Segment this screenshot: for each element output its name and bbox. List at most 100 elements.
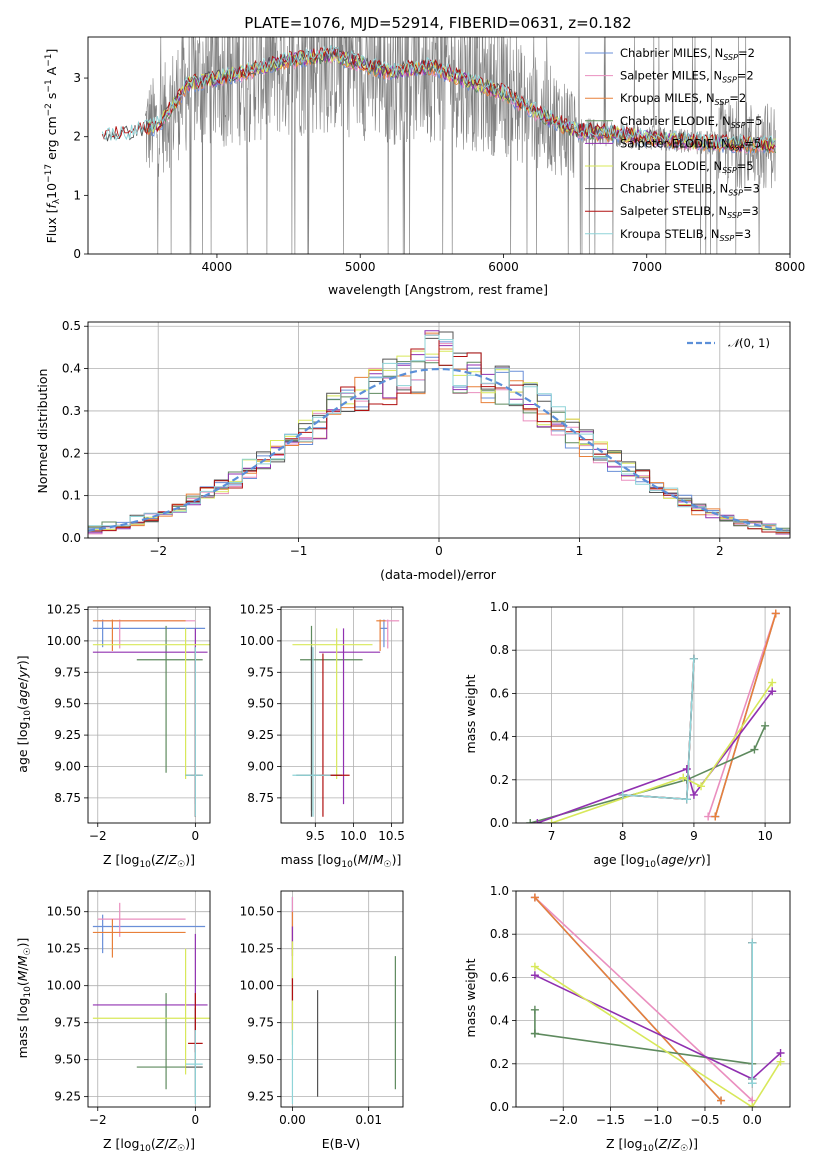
- y-tick-label: 0.8: [490, 927, 509, 941]
- y-tick-label: 0.4: [490, 730, 509, 744]
- y-tick-label: 10.25: [240, 942, 274, 956]
- y-tick-label: 1.0: [490, 600, 509, 614]
- y-tick-label: 9.25: [54, 728, 81, 742]
- y-tick-label: 9.25: [247, 1090, 274, 1104]
- x-tick-label: −2: [89, 1113, 107, 1127]
- plot-area: [291, 896, 396, 1105]
- y-tick-label: 8.75: [247, 791, 274, 805]
- ticks: 0.00 0.01 9.25 9.50 9.75 10.00 10.25 10.50: [240, 905, 382, 1127]
- marker-salpeter_elodie: [768, 687, 777, 696]
- legend-label-kroupa_stelib: Kroupa STELIB, NSSP=3: [620, 227, 751, 243]
- legend-label-kroupa_miles: Kroupa MILES, NSSP=2: [620, 91, 746, 107]
- y-tick-label: 0.5: [62, 319, 81, 333]
- series-line-salpeter_miles: [707, 613, 777, 817]
- legend-label-kroupa_elodie: Kroupa ELODIE, NSSP=5: [620, 159, 754, 175]
- x-tick-label: 8: [619, 829, 627, 843]
- y-tick-label: 9.25: [247, 728, 274, 742]
- y-tick-label: 1: [73, 188, 81, 202]
- x-tick-label: 0.0: [743, 1113, 762, 1127]
- mass-vs-Z-xlabel: Z [log10(Z/Z☉)]: [103, 1136, 195, 1154]
- x-tick-label: 0: [192, 1113, 200, 1127]
- y-tick-label: 0.2: [490, 1057, 509, 1071]
- mass-vs-EBV-plot: 0.00 0.01 9.25 9.50 9.75 10.00 10.25 10.50: [240, 890, 404, 1127]
- series-line-kroupa_elodie: [534, 965, 782, 1107]
- spectrum-ylabel: Flux [fλ10−17 erg cm−2 s−1 A−1]: [44, 49, 62, 244]
- marker-kroupa_elodie: [679, 773, 688, 782]
- age-vs-Z-xlabel: Z [log10(Z/Z☉)]: [103, 852, 195, 870]
- ticks: 9.5 10.0 10.5 8.75 9.00 9.25 9.50 9.75 10.00 10.2…: [240, 603, 405, 843]
- y-tick-label: 9.75: [54, 665, 81, 679]
- marker-kroupa_elodie: [697, 782, 706, 791]
- ticks: −2.0 −1.5 −1.0 −0.5 0.0 0.0 0.2 0.4 0.6 0.8 1.0: [490, 884, 762, 1127]
- y-tick-label: 0.0: [62, 531, 81, 545]
- y-tick-label: 0.1: [62, 489, 81, 503]
- y-tick-label: 9.00: [247, 759, 274, 773]
- x-tick-label: 2: [716, 544, 724, 558]
- x-tick-label: 1: [576, 544, 584, 558]
- residuals-legend: 𝒩(0, 1): [687, 336, 770, 350]
- weight-vs-age-plot: 7 8 9 10 0.0 0.2 0.4 0.6 0.8 1.0: [490, 600, 791, 843]
- weight-vs-age-ylabel: mass weight: [463, 674, 478, 753]
- x-tick-label: −0.5: [690, 1113, 719, 1127]
- marker-salpeter_elodie: [530, 971, 539, 980]
- x-tick-label: 5000: [345, 260, 376, 274]
- series-line-chabrier_elodie: [529, 725, 766, 823]
- y-tick-label: 9.75: [247, 665, 274, 679]
- age-vs-Z-ylabel: age [log10(age/yr)]: [15, 655, 33, 772]
- model-spectrum-salpeter_elodie: [147, 47, 776, 153]
- marker-salpeter_elodie: [776, 1049, 785, 1057]
- marker-chabrier_elodie: [526, 819, 535, 823]
- spectrum-xlabel: wavelength [Angstrom, rest frame]: [328, 282, 548, 297]
- y-tick-label: 0.0: [490, 816, 509, 830]
- legend-label-salpeter_elodie: Salpeter ELODIE, NSSP=5: [620, 136, 761, 152]
- marker-kroupa_miles: [530, 893, 539, 902]
- x-tick-label: 0: [192, 829, 200, 843]
- legend-label-salpeter_stelib: Salpeter STELIB, NSSP=3: [620, 204, 759, 220]
- ticks: −2 0 9.25 9.50 9.75 10.00 10.25 10.50: [47, 905, 200, 1127]
- plot-area: [530, 893, 785, 1107]
- y-tick-label: 10.50: [240, 905, 274, 919]
- y-tick-label: 0.0: [490, 1100, 509, 1114]
- marker-kroupa_miles: [711, 812, 720, 821]
- series-line-salpeter_miles: [534, 896, 753, 1102]
- plot-area: [92, 619, 210, 817]
- x-tick-label: 10.5: [378, 829, 405, 843]
- model-spectrum-salpeter_stelib: [101, 46, 775, 152]
- axes-frame: [280, 606, 404, 824]
- x-tick-label: 0.00: [279, 1113, 306, 1127]
- x-tick-label: −1.5: [596, 1113, 625, 1127]
- plot-area: [92, 902, 210, 1105]
- x-tick-label: −1: [290, 544, 308, 558]
- y-tick-label: 10.00: [47, 634, 81, 648]
- y-tick-label: 0.4: [490, 1014, 509, 1028]
- x-tick-label: 8000: [775, 260, 806, 274]
- y-tick-label: 0.3: [62, 404, 81, 418]
- y-tick-label: 0.6: [490, 970, 509, 984]
- legend-label-chabrier_stelib: Chabrier STELIB, NSSP=3: [620, 182, 760, 198]
- gauss-legend-label: 𝒩(0, 1): [728, 336, 770, 350]
- x-tick-label: 7000: [631, 260, 662, 274]
- observed-spectrum: [145, 37, 776, 254]
- y-tick-label: 0.8: [490, 643, 509, 657]
- y-tick-label: 10.00: [47, 979, 81, 993]
- ticks: 4000 5000 6000 7000 8000 0 1 2 3: [73, 71, 805, 274]
- marker-kroupa_elodie: [748, 1103, 757, 1107]
- axes-frame: [515, 890, 791, 1108]
- x-tick-label: 6000: [488, 260, 519, 274]
- marker-salpeter_elodie: [689, 790, 698, 799]
- mass-vs-Z-ylabel: mass [log10(M/M☉)]: [15, 938, 33, 1059]
- series-line-kroupa_miles: [714, 613, 777, 817]
- plot-area: [292, 619, 400, 817]
- age-vs-mass-xlabel: mass [log10(M/M☉)]: [281, 852, 402, 870]
- marker-kroupa_stelib: [682, 795, 691, 804]
- x-tick-label: 9: [690, 829, 698, 843]
- y-tick-label: 9.25: [54, 1090, 81, 1104]
- mass-vs-Z-plot: −2 0 9.25 9.50 9.75 10.00 10.25 10.50: [47, 890, 211, 1127]
- x-tick-label: 7: [548, 829, 556, 843]
- y-tick-label: 10.25: [47, 942, 81, 956]
- marker-salpeter_elodie: [682, 765, 691, 773]
- spectrum-legend: Chabrier MILES, NSSP=2 Salpeter MILES, NS…: [585, 46, 762, 243]
- age-vs-Z-plot: −2 0 8.75 9.00 9.25 9.50 9.75 10.00 10.25: [47, 603, 211, 843]
- x-tick-label: 9.5: [306, 829, 325, 843]
